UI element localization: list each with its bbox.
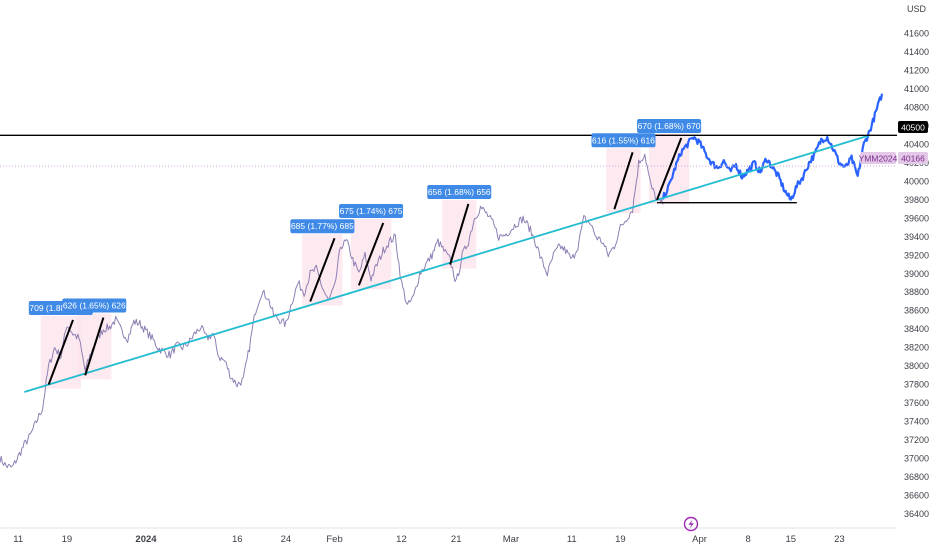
measurement-label: 685 (1.77%) 685	[291, 221, 354, 231]
x-tick-label: 11	[567, 534, 577, 545]
measurement-line	[84, 317, 105, 376]
measurement-label: 709 (1.88%) 709	[29, 303, 92, 313]
currency-label: USD	[907, 4, 927, 14]
trendline	[24, 134, 871, 393]
measurement-line	[449, 203, 470, 265]
y-tick-label: 38400	[904, 324, 929, 334]
y-tick-label: 37600	[904, 398, 929, 408]
x-tick-label: 24	[281, 534, 292, 545]
y-tick-label: 37000	[904, 453, 929, 463]
measurement-label-bg	[427, 184, 492, 199]
y-tick-label: 40000	[904, 176, 929, 186]
measurement-label-bg	[62, 298, 127, 313]
y-tick-label: 41400	[904, 47, 929, 57]
measurement-line	[309, 237, 336, 302]
y-tick-label: 39800	[904, 195, 929, 205]
x-tick-label: Feb	[326, 534, 342, 545]
x-tick-label: 21	[451, 534, 462, 545]
measurement-line	[357, 222, 385, 286]
y-tick-label: 36600	[904, 490, 929, 500]
measurement-line	[47, 319, 74, 385]
y-tick-label: 36800	[904, 472, 929, 482]
x-tick-label: 23	[834, 534, 845, 545]
x-tick-label: 12	[396, 534, 407, 545]
measurement-label-bg	[591, 133, 656, 148]
y-tick-label: 40800	[904, 103, 929, 113]
measurement-label: 670 (1.68%) 670	[638, 121, 701, 131]
measurement-label-bg	[290, 219, 355, 234]
measurement-line	[613, 151, 634, 210]
y-tick-label: 37800	[904, 380, 929, 390]
drawing-lines	[0, 134, 897, 393]
y-tick-label: 37400	[904, 417, 929, 427]
measurement-lines	[47, 137, 683, 385]
resistance-price-tag: 40500	[898, 121, 928, 133]
y-tick-label: 41000	[904, 84, 929, 94]
measurement-label-bg	[637, 119, 702, 134]
measurement-label: 656 (1.68%) 656	[428, 187, 491, 197]
x-tick-label: 19	[615, 534, 626, 545]
x-tick-label: 11	[13, 534, 23, 545]
last-price-value: 40166	[901, 154, 925, 164]
svg-text:40500: 40500	[901, 123, 925, 133]
symbol-tag-text: YMM2024	[859, 154, 898, 164]
historical-line	[0, 153, 664, 469]
price-axis-background[interactable]	[897, 0, 932, 550]
y-tick-label: 39400	[904, 232, 929, 242]
x-tick-label: 19	[62, 534, 73, 545]
measurement-label: 626 (1.65%) 626	[63, 301, 126, 311]
y-tick-label: 41600	[904, 29, 929, 39]
y-tick-label: 39200	[904, 250, 929, 260]
last-price-tag: YMM2024 40166	[859, 152, 928, 164]
tradingview-flash-icon[interactable]	[683, 516, 699, 532]
time-axis-ticks: 11 19 2024 16 24 Feb 12 21 Mar 11 19 Apr 8 15 23	[13, 534, 844, 545]
projected-price-series	[661, 93, 884, 201]
measurement-label: 616 (1.55%) 616	[592, 135, 655, 145]
y-tick-label: 36400	[904, 509, 929, 519]
x-tick-label: 16	[232, 534, 243, 545]
x-tick-label: 8	[746, 534, 751, 545]
measurement-label: 675 (1.74%) 675	[340, 206, 403, 216]
y-tick-label: 38000	[904, 361, 929, 371]
x-tick-label: 15	[785, 534, 796, 545]
y-tick-label: 38600	[904, 306, 929, 316]
projection-line	[661, 93, 884, 201]
x-tick-label: Apr	[692, 534, 707, 545]
y-tick-label: 38200	[904, 343, 929, 353]
y-tick-label: 37200	[904, 435, 929, 445]
x-tick-label: Mar	[503, 534, 519, 545]
y-tick-label: 41200	[904, 66, 929, 76]
y-tick-label: 39000	[904, 269, 929, 279]
y-tick-label: 38800	[904, 287, 929, 297]
measurement-line	[656, 137, 683, 201]
y-tick-label: 39600	[904, 213, 929, 223]
measurement-label-bg	[339, 203, 404, 218]
y-tick-label: 40400	[904, 140, 929, 150]
historical-price-series	[0, 153, 664, 469]
x-tick-label: 2024	[135, 534, 157, 545]
